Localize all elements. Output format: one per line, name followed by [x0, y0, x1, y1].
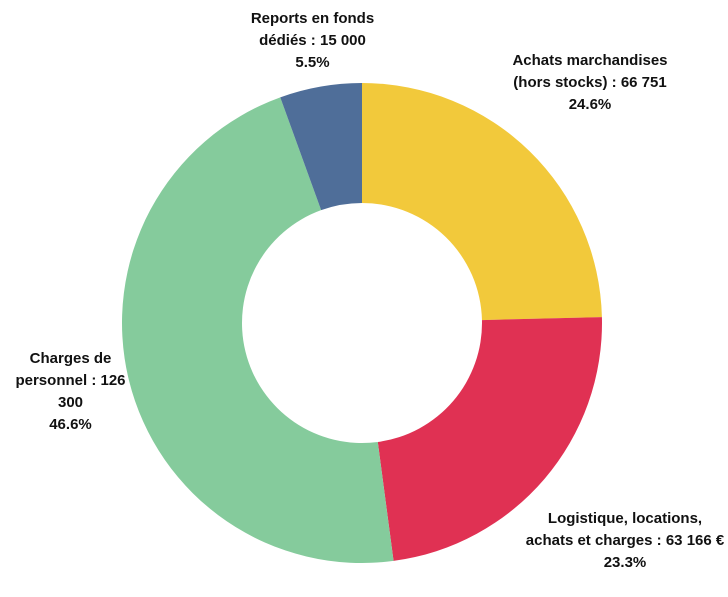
- category-label: Achats marchandises (hors stocks) :: [512, 52, 668, 91]
- label-text: Reports en fonds dédiés : 15 000: [225, 8, 400, 52]
- category-label: Charges de personnel :: [15, 350, 112, 389]
- donut-slice: [280, 83, 362, 211]
- label-text: Logistique, locations, achats et charges…: [525, 508, 725, 552]
- value-label: 126 300: [57, 372, 126, 411]
- value-label: 66 751: [620, 74, 667, 91]
- percent-label: 5.5%: [295, 54, 330, 71]
- category-label: Logistique, locations, achats et charges…: [525, 510, 703, 549]
- percent-label: 23.3%: [603, 554, 647, 571]
- slice-label: Achats marchandises (hors stocks) : 66 7…: [505, 50, 675, 116]
- label-text: Achats marchandises (hors stocks) : 66 7…: [505, 50, 675, 94]
- slice-label: Charges de personnel : 126 300 46.6%: [8, 348, 133, 436]
- donut-slice: [362, 83, 602, 321]
- donut-slice: [377, 317, 603, 561]
- slice-label: Logistique, locations, achats et charges…: [525, 508, 725, 574]
- percent-label: 24.6%: [568, 96, 612, 113]
- value-label: 63 166 €: [665, 532, 725, 549]
- category-label: Reports en fonds dédiés :: [250, 10, 375, 49]
- percent-label: 46.6%: [49, 416, 92, 433]
- label-text: Charges de personnel : 126 300: [8, 348, 133, 414]
- donut-slice: [121, 97, 394, 564]
- slice-label: Reports en fonds dédiés : 15 000 5.5%: [225, 8, 400, 74]
- value-label: 15 000: [319, 32, 366, 49]
